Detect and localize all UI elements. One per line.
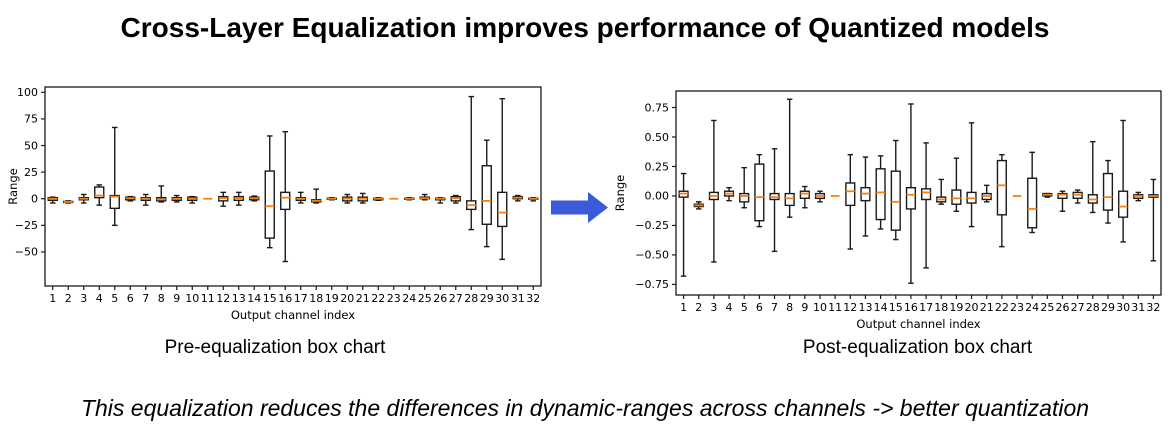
svg-text:32: 32 — [1146, 301, 1160, 314]
svg-text:13: 13 — [232, 292, 246, 305]
svg-text:27: 27 — [1071, 301, 1085, 314]
svg-text:13: 13 — [858, 301, 872, 314]
svg-text:23: 23 — [387, 292, 401, 305]
svg-text:16: 16 — [904, 301, 918, 314]
svg-text:0.00: 0.00 — [645, 190, 670, 203]
svg-text:7: 7 — [142, 292, 149, 305]
svg-text:0.50: 0.50 — [645, 131, 670, 144]
post-equalization-box-chart: 0.750.500.250.00−0.25−0.50−0.751 2 3 4 5 6 7 8 9… — [613, 90, 1162, 331]
svg-text:4: 4 — [96, 292, 103, 305]
svg-text:28: 28 — [464, 292, 478, 305]
svg-text:50: 50 — [24, 139, 38, 152]
svg-text:26: 26 — [433, 292, 447, 305]
transform-arrow-icon — [551, 192, 608, 223]
svg-text:7: 7 — [771, 301, 778, 314]
svg-text:Range: Range — [613, 175, 627, 211]
svg-text:25: 25 — [24, 166, 38, 179]
svg-text:29: 29 — [480, 292, 494, 305]
svg-text:18: 18 — [934, 301, 948, 314]
svg-text:6: 6 — [756, 301, 763, 314]
pre-chart-figure: 100 75 50 25 0 −25 −50 1 2 3 4 5 6 7 8 9 10 11 12 13 14 15 16 1… — [5, 78, 545, 359]
svg-text:26: 26 — [1055, 301, 1069, 314]
footnote-text: This equalization reduces the difference… — [80, 395, 1090, 421]
svg-text:21: 21 — [356, 292, 370, 305]
svg-text:24: 24 — [402, 292, 416, 305]
svg-text:29: 29 — [1101, 301, 1115, 314]
svg-text:23: 23 — [1010, 301, 1024, 314]
svg-text:22: 22 — [995, 301, 1009, 314]
svg-text:11: 11 — [828, 301, 842, 314]
svg-text:−0.25: −0.25 — [635, 219, 669, 232]
svg-text:20: 20 — [965, 301, 979, 314]
svg-text:10: 10 — [813, 301, 827, 314]
svg-text:12: 12 — [216, 292, 230, 305]
svg-text:−50: −50 — [15, 246, 38, 259]
svg-text:9: 9 — [173, 292, 180, 305]
svg-text:100: 100 — [17, 86, 38, 99]
svg-text:32: 32 — [526, 292, 540, 305]
svg-text:12: 12 — [843, 301, 857, 314]
svg-text:15: 15 — [263, 292, 277, 305]
svg-text:30: 30 — [1116, 301, 1130, 314]
svg-text:21: 21 — [980, 301, 994, 314]
svg-text:1: 1 — [49, 292, 56, 305]
svg-text:0.25: 0.25 — [645, 160, 670, 173]
svg-text:31: 31 — [511, 292, 525, 305]
svg-text:11: 11 — [201, 292, 215, 305]
svg-text:10: 10 — [185, 292, 199, 305]
svg-text:1: 1 — [680, 301, 687, 314]
svg-text:−0.50: −0.50 — [635, 249, 669, 262]
post-chart-figure: 0.75 0.50 0.25 0.00 −0.25 −0.50 −0.75 1 2 3 4 5 6 7 8 9… — [612, 82, 1165, 359]
svg-text:22: 22 — [371, 292, 385, 305]
svg-text:30: 30 — [495, 292, 509, 305]
svg-text:14: 14 — [247, 292, 261, 305]
svg-text:−0.75: −0.75 — [635, 278, 669, 291]
svg-text:19: 19 — [949, 301, 963, 314]
svg-text:6: 6 — [127, 292, 134, 305]
svg-text:8: 8 — [158, 292, 165, 305]
svg-text:14: 14 — [874, 301, 888, 314]
svg-text:25: 25 — [418, 292, 432, 305]
svg-text:8: 8 — [786, 301, 793, 314]
pre-chart-caption: Pre-equalization box chart — [164, 337, 386, 358]
svg-text:15: 15 — [889, 301, 903, 314]
svg-text:4: 4 — [726, 301, 733, 314]
svg-text:5: 5 — [741, 301, 748, 314]
svg-text:20: 20 — [340, 292, 354, 305]
svg-text:5: 5 — [111, 292, 118, 305]
svg-text:27: 27 — [449, 292, 463, 305]
svg-text:0.75: 0.75 — [645, 101, 670, 114]
svg-text:3: 3 — [80, 292, 87, 305]
slide-title: Cross-Layer Equalization improves perfor… — [120, 12, 1050, 43]
svg-text:28: 28 — [1086, 301, 1100, 314]
svg-text:25: 25 — [1040, 301, 1054, 314]
svg-text:9: 9 — [801, 301, 808, 314]
svg-text:Output channel index: Output channel index — [856, 317, 980, 331]
svg-text:17: 17 — [919, 301, 933, 314]
svg-text:31: 31 — [1131, 301, 1145, 314]
svg-text:Output channel index: Output channel index — [231, 308, 355, 322]
svg-text:24: 24 — [1025, 301, 1039, 314]
svg-text:2: 2 — [65, 292, 72, 305]
svg-text:2: 2 — [695, 301, 702, 314]
svg-text:17: 17 — [294, 292, 308, 305]
svg-text:18: 18 — [309, 292, 323, 305]
svg-text:3: 3 — [710, 301, 717, 314]
post-chart-caption: Post-equalization box chart — [802, 337, 1033, 358]
svg-text:−25: −25 — [15, 219, 38, 232]
svg-text:Range: Range — [6, 168, 20, 204]
svg-text:75: 75 — [24, 113, 38, 126]
svg-text:0: 0 — [31, 193, 38, 206]
svg-text:19: 19 — [325, 292, 339, 305]
svg-text:16: 16 — [278, 292, 292, 305]
